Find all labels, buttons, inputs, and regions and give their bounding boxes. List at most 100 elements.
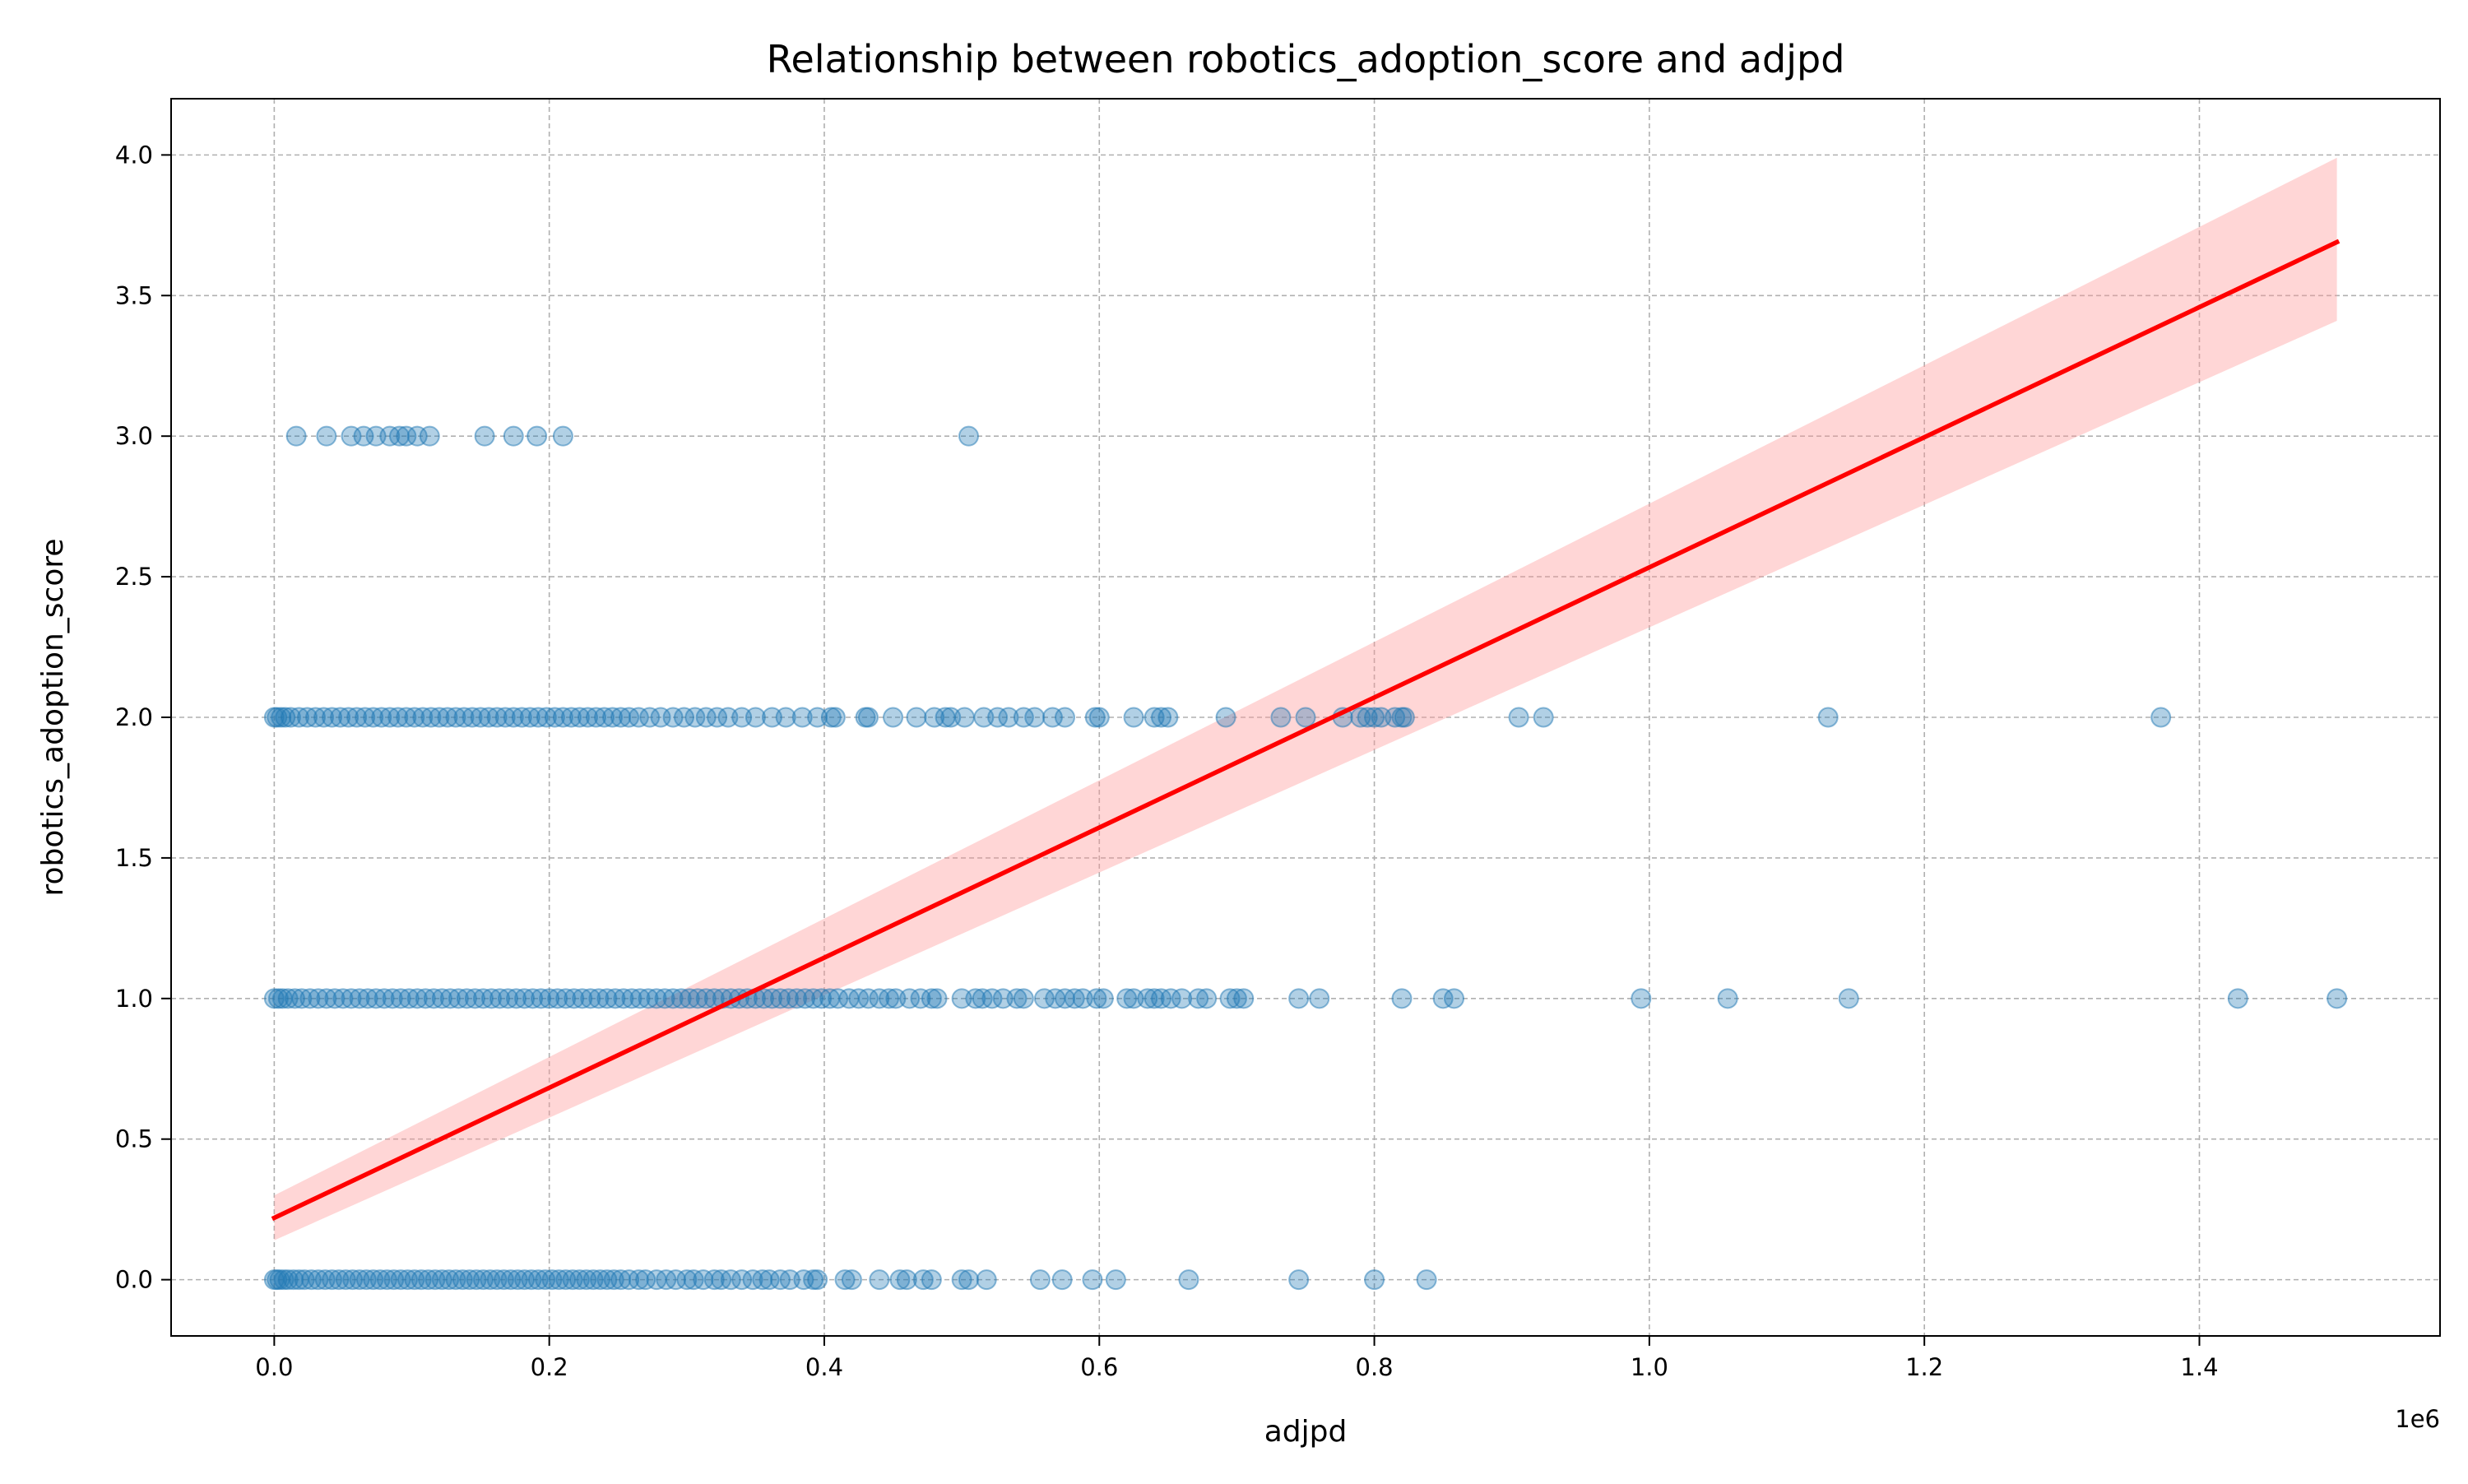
data-point [1116,988,1138,1009]
data-point [285,425,307,447]
x-axis-offset-label: 1e6 [2395,1405,2440,1433]
data-point [284,988,305,1009]
data-point [629,988,651,1009]
data-point [503,425,524,447]
data-point [745,707,766,728]
y-tick-label: 4.0 [115,141,153,169]
data-point [610,1269,632,1291]
data-point [613,988,634,1009]
data-point [1364,707,1385,728]
data-point [1838,988,1859,1009]
confidence-band-group [274,157,2337,1241]
data-point [349,988,370,1009]
data-point [769,988,791,1009]
data-point [470,707,491,728]
data-point [910,988,931,1009]
x-axis-label: adjpd [1264,1415,1348,1449]
data-point [1150,707,1171,728]
data-point [419,425,440,447]
data-point [720,1269,741,1291]
data-point [596,988,618,1009]
data-point [857,988,879,1009]
data-point [803,988,824,1009]
data-point [1024,707,1046,728]
data-point [1123,707,1144,728]
data-point [684,707,706,728]
x-tick-label: 1.2 [1905,1353,1943,1381]
data-point [594,707,615,728]
y-tick-label: 1.0 [115,985,153,1013]
data-point [628,707,649,728]
data-point [277,1269,299,1291]
data-point [1817,707,1839,728]
data-point [906,707,927,728]
data-point [926,988,948,1009]
data-point [795,988,816,1009]
data-point [560,707,582,728]
data-point [778,988,800,1009]
data-point [357,988,378,1009]
data-point [889,1269,911,1291]
y-axis-label: robotics_adoption_score [36,538,70,896]
data-point [494,707,516,728]
data-point [1178,1269,1199,1291]
data-point [588,988,610,1009]
data-point [958,1269,979,1291]
data-point [453,707,475,728]
data-point [305,707,327,728]
data-point [480,988,502,1009]
data-point [1631,988,1652,1009]
data-point [382,988,403,1009]
data-point [2227,988,2248,1009]
data-point [703,1269,725,1291]
data-point [1432,988,1454,1009]
data-point [758,1269,780,1291]
data-point [1533,707,1554,728]
confidence-band [274,157,2337,1241]
data-point [621,988,643,1009]
data-point [1013,707,1034,728]
data-point [687,988,708,1009]
data-point [1157,707,1179,728]
data-point [912,1269,934,1291]
data-point [332,988,354,1009]
data-point [415,988,436,1009]
data-point [514,988,536,1009]
data-point [628,1269,649,1291]
data-point [1288,988,1310,1009]
data-point [316,988,337,1009]
data-point [958,425,979,447]
data-point [807,1269,828,1291]
data-point [464,988,485,1009]
data-point [1233,988,1255,1009]
data-point [313,707,335,728]
data-point [869,1269,890,1291]
data-point [1086,988,1107,1009]
x-tick-label: 1.0 [1631,1353,1668,1381]
data-point [406,988,428,1009]
data-point [662,988,684,1009]
data-point [786,988,808,1009]
data-point [398,988,420,1009]
y-tick-label: 2.0 [115,703,153,731]
data-point [761,988,782,1009]
data-point [396,425,417,447]
data-point [1215,707,1236,728]
data-point [965,988,986,1009]
data-point [585,707,606,728]
data-point [531,988,552,1009]
data-point [437,707,458,728]
data-point [324,988,346,1009]
data-point [346,707,368,728]
data-point [283,1269,304,1291]
data-point [707,707,728,728]
data-point [635,1269,656,1291]
data-point [503,707,524,728]
data-point [365,988,387,1009]
data-points [263,425,2348,1291]
data-point [316,425,337,447]
data-point [602,707,624,728]
data-point [1309,988,1330,1009]
data-point [1364,1269,1385,1291]
data-point [420,707,442,728]
